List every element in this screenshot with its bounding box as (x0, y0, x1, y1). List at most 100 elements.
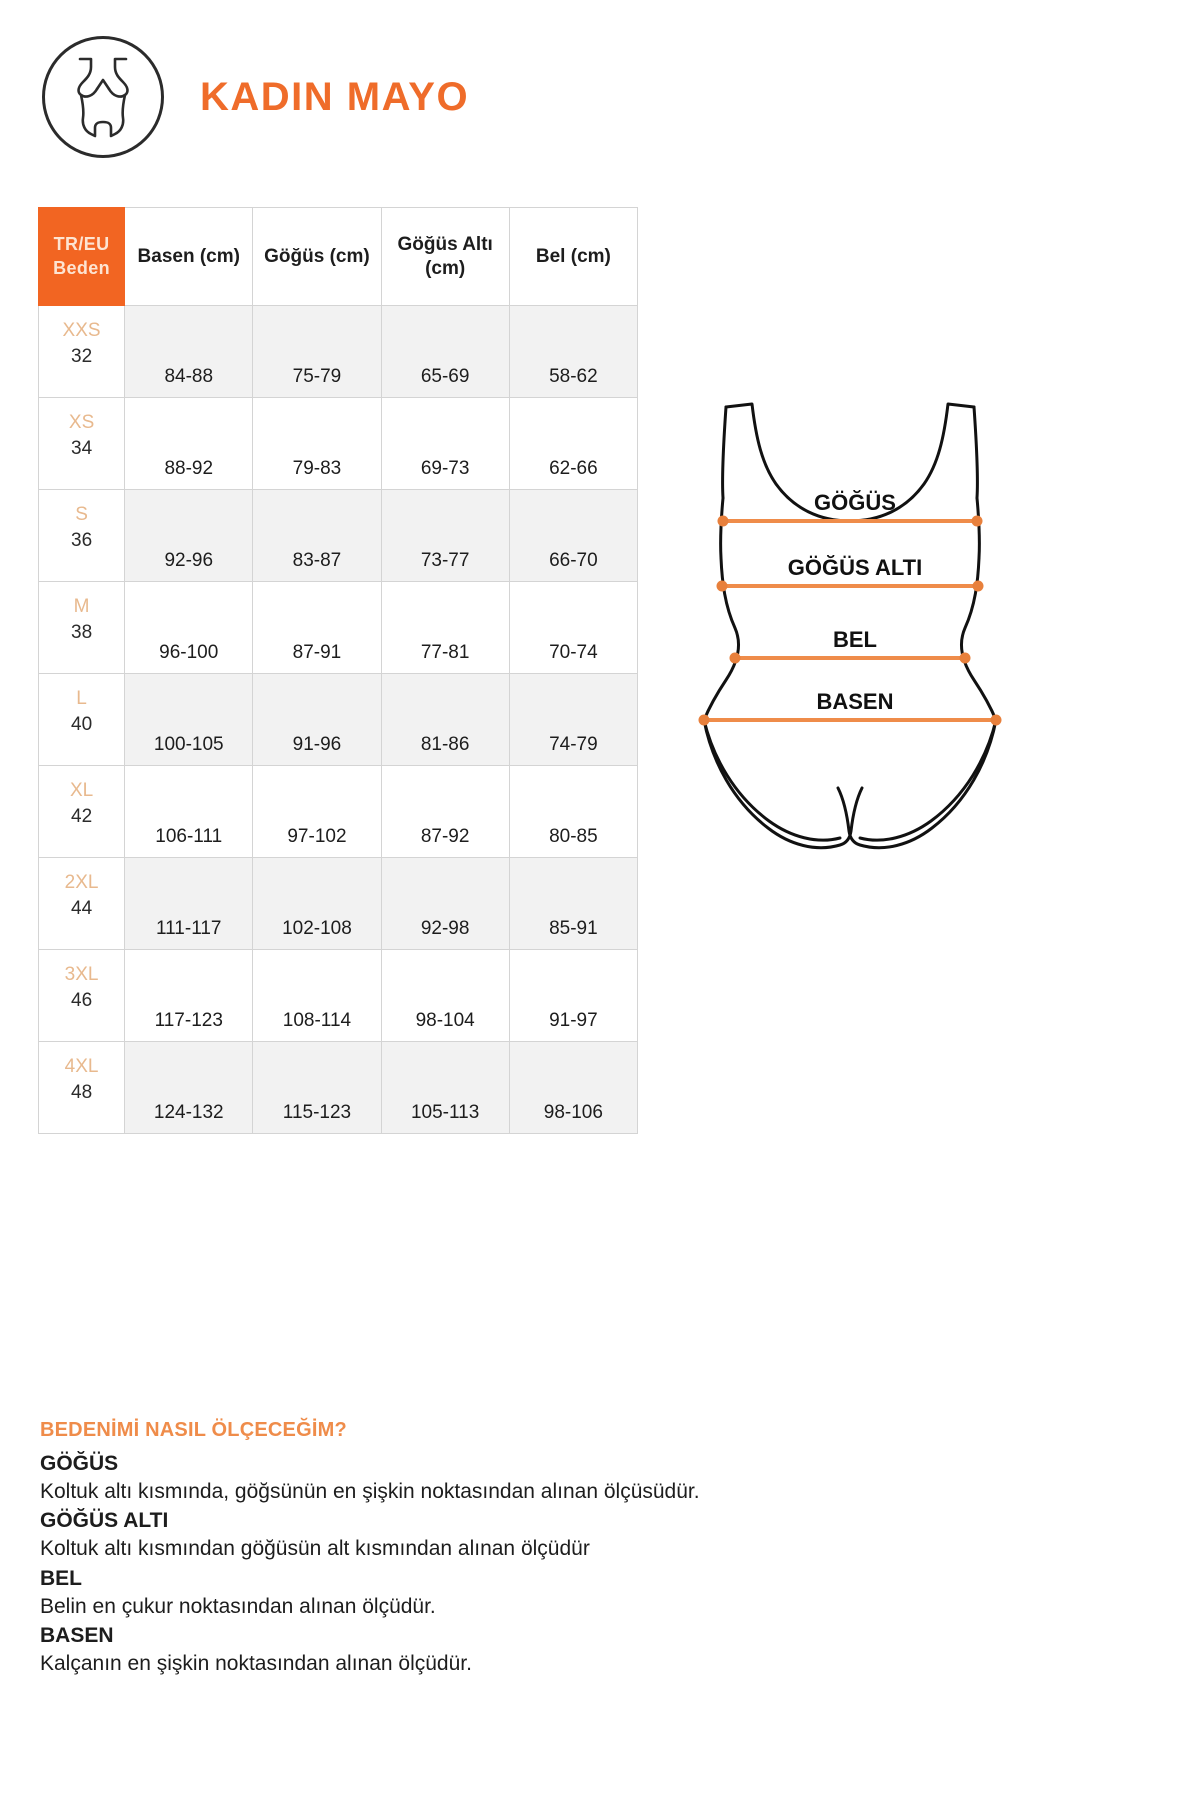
cell-gogus-alti: 81-86 (380, 673, 510, 766)
size-label: XL (69, 779, 94, 801)
cell-gogus-alti: 65-69 (380, 305, 510, 398)
instruction-description: Belin en çukur noktasından alınan ölçüdü… (40, 1594, 436, 1618)
cell-gogus-alti: 98-104 (380, 949, 510, 1042)
cell-basen: 92-96 (124, 489, 254, 582)
cell-bel: 66-70 (508, 489, 639, 582)
eu-size-label: 46 (71, 989, 93, 1011)
cell-size: XS 34 (37, 397, 126, 490)
page-title: KADIN MAYO (200, 74, 470, 119)
cell-gogus-alti: 77-81 (380, 581, 510, 674)
cell-size: 3XL 46 (37, 949, 126, 1042)
page-header: KADIN MAYO (42, 36, 469, 158)
size-chart-table: TR/EU Beden Basen (cm) Göğüs (cm) Göğüs … (37, 207, 639, 1134)
cell-gogus: 102-108 (252, 857, 382, 950)
table-row: M 38 96-100 87-91 77-81 70-74 (37, 581, 639, 674)
instruction-description: Koltuk altı kısmından göğüsün alt kısmın… (40, 1537, 590, 1561)
size-label: XS (68, 411, 95, 433)
swimsuit-icon (77, 57, 129, 138)
cell-gogus: 108-114 (252, 949, 382, 1042)
diagram-label-gogus-alti: GÖĞÜS ALTI (788, 555, 922, 580)
cell-size: 2XL 44 (37, 857, 126, 950)
eu-size-label: 32 (71, 345, 93, 367)
size-label: 4XL (64, 1055, 99, 1077)
cell-gogus: 75-79 (252, 305, 382, 398)
table-row: S 36 92-96 83-87 73-77 66-70 (37, 489, 639, 582)
cell-gogus-alti: 92-98 (380, 857, 510, 950)
cell-size: XXS 32 (37, 305, 126, 398)
column-header-size: TR/EU Beden (37, 207, 126, 306)
eu-size-label: 48 (71, 1081, 93, 1103)
eu-size-label: 38 (71, 621, 93, 643)
size-label: 2XL (64, 871, 99, 893)
size-label: 3XL (64, 963, 99, 985)
instruction-term: GÖĞÜS (40, 1452, 119, 1475)
table-row: 4XL 48 124-132 115-123 105-113 98-106 (37, 1041, 639, 1134)
cell-size: M 38 (37, 581, 126, 674)
cell-gogus-alti: 105-113 (380, 1041, 510, 1134)
column-header-gogus: Göğüs (cm) (252, 207, 382, 306)
cell-gogus: 115-123 (252, 1041, 382, 1134)
eu-size-label: 36 (71, 529, 93, 551)
cell-bel: 85-91 (508, 857, 639, 950)
size-label: M (73, 595, 90, 617)
cell-bel: 58-62 (508, 305, 639, 398)
cell-gogus-alti: 87-92 (380, 765, 510, 858)
table-header-row: TR/EU Beden Basen (cm) Göğüs (cm) Göğüs … (37, 207, 639, 306)
eu-size-label: 42 (71, 805, 93, 827)
diagram-label-basen: BASEN (816, 689, 893, 714)
cell-gogus-alti: 69-73 (380, 397, 510, 490)
table-row: L 40 100-105 91-96 81-86 74-79 (37, 673, 639, 766)
instruction-term: GÖĞÜS ALTI (40, 1509, 169, 1533)
instruction-description: Koltuk altı kısmında, göğsünün en şişkin… (40, 1479, 700, 1503)
table-body: XXS 32 84-88 75-79 65-69 58-62 XS 34 88-92 79-83 6… (37, 305, 639, 1134)
cell-gogus: 87-91 (252, 581, 382, 674)
cell-bel: 91-97 (508, 949, 639, 1042)
swimsuit-logo-circle (42, 36, 164, 158)
instructions-list: GÖĞÜS Koltuk altı kısmında, göğsünün en ş… (40, 1450, 740, 1678)
eu-size-label: 40 (71, 713, 93, 735)
diagram-label-gogus: GÖĞÜS (814, 490, 896, 515)
cell-size: XL 42 (37, 765, 126, 858)
cell-basen: 106-111 (124, 765, 254, 858)
size-label: S (75, 503, 88, 525)
diagram-label-bel: BEL (833, 627, 877, 652)
cell-size: L 40 (37, 673, 126, 766)
table-row: 2XL 44 111-117 102-108 92-98 85-91 (37, 857, 639, 950)
cell-gogus: 83-87 (252, 489, 382, 582)
table-row: XXS 32 84-88 75-79 65-69 58-62 (37, 305, 639, 398)
cell-basen: 117-123 (124, 949, 254, 1042)
table-row: XS 34 88-92 79-83 69-73 62-66 (37, 397, 639, 490)
cell-size: S 36 (37, 489, 126, 582)
column-header-basen: Basen (cm) (124, 207, 254, 306)
cell-basen: 88-92 (124, 397, 254, 490)
cell-basen: 96-100 (124, 581, 254, 674)
cell-bel: 74-79 (508, 673, 639, 766)
cell-bel: 98-106 (508, 1041, 639, 1134)
cell-gogus: 97-102 (252, 765, 382, 858)
swimsuit-measurement-diagram: GÖĞÜS GÖĞÜS ALTI BEL BASEN (690, 390, 1020, 990)
cell-basen: 84-88 (124, 305, 254, 398)
column-header-gogus-alti: Göğüs Altı (cm) (380, 207, 510, 306)
cell-bel: 62-66 (508, 397, 639, 490)
cell-size: 4XL 48 (37, 1041, 126, 1134)
instruction-term: BASEN (40, 1624, 114, 1648)
eu-size-label: 44 (71, 897, 93, 919)
size-label: L (76, 687, 87, 709)
measurement-instructions: BEDENİMİ NASIL ÖLÇECEĞİM? GÖĞÜS Koltuk al… (40, 1419, 740, 1680)
column-header-bel: Bel (cm) (508, 207, 639, 306)
table-row: XL 42 106-111 97-102 87-92 80-85 (37, 765, 639, 858)
cell-bel: 80-85 (508, 765, 639, 858)
table-row: 3XL 46 117-123 108-114 98-104 91-97 (37, 949, 639, 1042)
instructions-title: BEDENİMİ NASIL ÖLÇECEĞİM? (40, 1419, 347, 1441)
cell-basen: 124-132 (124, 1041, 254, 1134)
cell-gogus: 91-96 (252, 673, 382, 766)
eu-size-label: 34 (71, 437, 93, 459)
cell-basen: 111-117 (124, 857, 254, 950)
instruction-description: Kalçanın en şişkin noktasından alınan öl… (40, 1652, 472, 1676)
cell-gogus: 79-83 (252, 397, 382, 490)
cell-basen: 100-105 (124, 673, 254, 766)
size-label: XXS (62, 319, 101, 341)
cell-gogus-alti: 73-77 (380, 489, 510, 582)
instruction-term: BEL (40, 1566, 82, 1590)
cell-bel: 70-74 (508, 581, 639, 674)
